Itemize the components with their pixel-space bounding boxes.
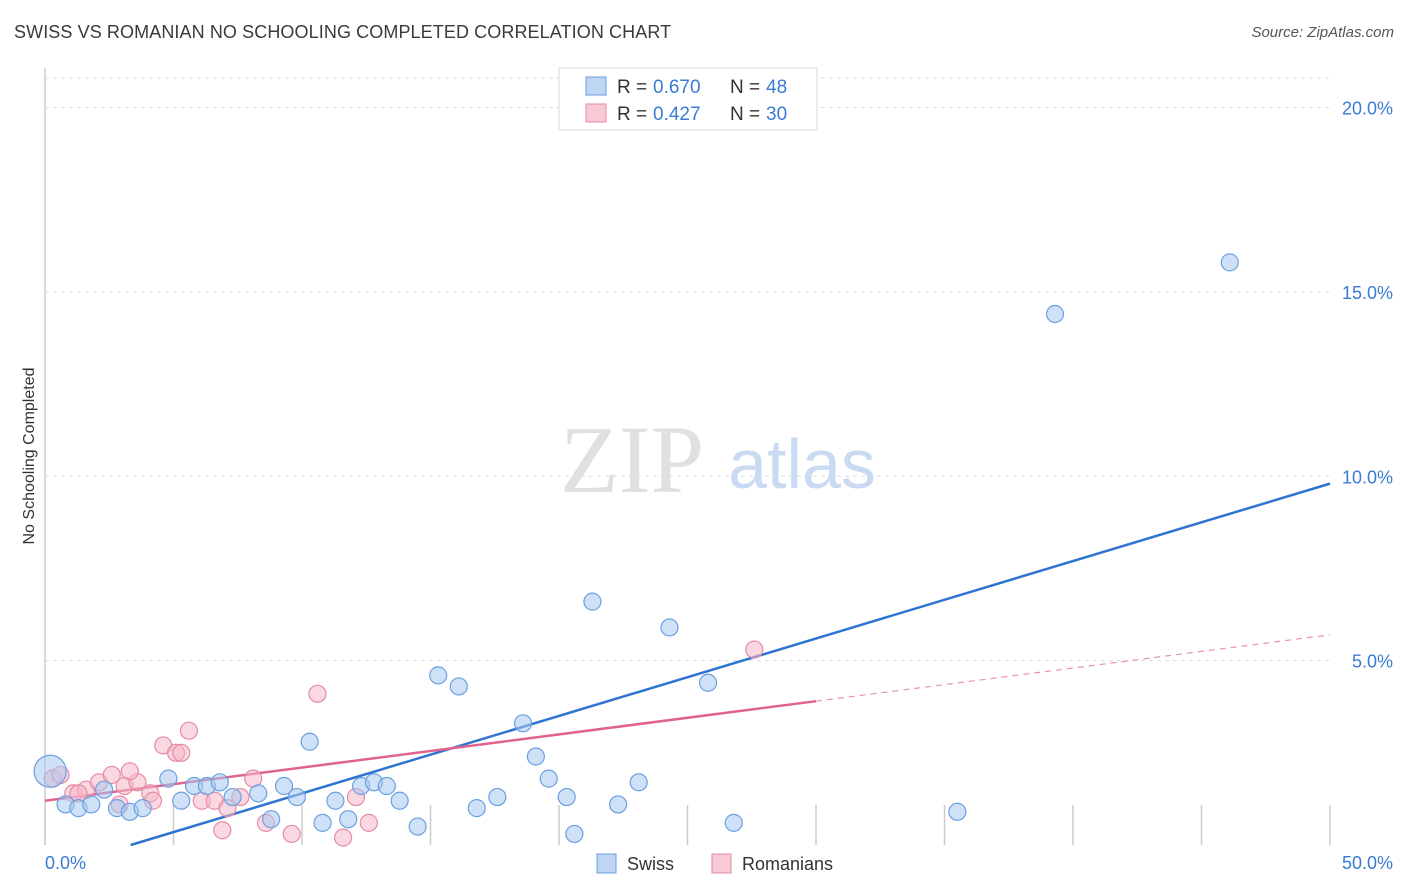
y-tick-label: 20.0%: [1342, 99, 1393, 119]
swiss-point: [1045, 304, 1065, 324]
swiss-point: [172, 791, 191, 810]
swiss-point: [33, 754, 67, 788]
y-tick-label: 5.0%: [1352, 652, 1393, 672]
swiss-point: [262, 810, 281, 829]
swiss-point: [408, 817, 427, 836]
romanians-point: [282, 824, 301, 844]
swiss-point: [488, 787, 507, 807]
romanians-point: [308, 684, 327, 703]
swiss-point: [326, 791, 345, 810]
swiss-trend-line: [130, 482, 1331, 847]
swiss-r-value: 0.670: [653, 77, 701, 98]
swiss-point: [249, 784, 268, 803]
swiss-point: [313, 813, 332, 832]
swiss-swatch: [585, 76, 607, 96]
romanians-point: [120, 762, 139, 781]
romanians-swatch: [585, 103, 607, 123]
source-note: Source: ZipAtlas.com: [1251, 24, 1394, 41]
romanians-n-label: N =: [730, 104, 760, 125]
swiss-point: [300, 732, 319, 751]
chart-title: SWISS VS ROMANIAN NO SCHOOLING COMPLETED…: [14, 22, 672, 42]
swiss-point: [724, 813, 743, 832]
swiss-point: [133, 799, 152, 818]
swiss-point: [287, 787, 306, 807]
data-points: [33, 253, 1239, 847]
swiss-n-value: 48: [766, 77, 787, 98]
romanians-point: [745, 640, 764, 659]
swiss-point: [377, 776, 396, 796]
swiss-point: [583, 592, 602, 611]
y-tick-label: 10.0%: [1342, 467, 1393, 487]
tick-labels: 5.0% 10.0% 15.0% 20.0% 0.0% 50.0%: [45, 99, 1393, 874]
watermark-zip: ZIP: [560, 406, 704, 513]
romanians-point: [334, 828, 353, 847]
swiss-point: [539, 769, 558, 788]
swiss-point: [390, 791, 409, 810]
swiss-point: [948, 802, 967, 821]
swiss-point: [82, 795, 101, 814]
swiss-point: [1220, 253, 1239, 272]
watermark-atlas: atlas: [728, 425, 876, 503]
swiss-point: [429, 666, 448, 685]
swiss-n-label: N =: [730, 77, 760, 98]
romanians-trend-extension: [815, 634, 1331, 702]
swiss-point: [95, 780, 114, 799]
swiss-point: [223, 787, 242, 807]
swiss-point: [339, 810, 358, 829]
romanians-point: [102, 765, 121, 785]
stats-legend: R = 0.670 N = 48 R = 0.427 N = 30: [558, 67, 818, 131]
romanians-point: [172, 743, 191, 762]
y-tick-label: 15.0%: [1342, 283, 1393, 303]
legend-swatch-romanians: [711, 853, 732, 874]
legend-swatch-swiss: [596, 853, 617, 874]
legend-label-romanians: Romanians: [742, 854, 833, 874]
romanians-point: [179, 721, 199, 740]
swiss-point: [274, 776, 294, 796]
romanians-point: [213, 821, 232, 840]
swiss-point: [629, 773, 648, 792]
y-axis-label: No Schooling Completed: [21, 368, 38, 545]
legend-label-swiss: Swiss: [627, 854, 674, 874]
swiss-point: [609, 795, 628, 814]
swiss-point: [513, 714, 533, 733]
grid-lines: [45, 77, 1330, 662]
swiss-point: [526, 747, 545, 766]
swiss-r-label: R =: [617, 77, 647, 98]
romanians-n-value: 30: [766, 104, 787, 125]
swiss-point: [565, 824, 584, 844]
watermark: ZIP atlas: [560, 406, 876, 513]
romanians-r-label: R =: [617, 104, 647, 125]
swiss-point: [449, 677, 468, 696]
swiss-point: [467, 799, 486, 818]
series-legend: Swiss Romanians: [596, 853, 833, 874]
swiss-point: [698, 673, 718, 692]
swiss-point: [660, 618, 679, 637]
axes: [44, 68, 1331, 845]
swiss-point: [210, 773, 229, 792]
x-tick-label: 50.0%: [1342, 853, 1393, 873]
swiss-point: [159, 769, 178, 788]
romanians-r-value: 0.427: [653, 104, 701, 125]
x-tick-label: 0.0%: [45, 853, 86, 873]
romanians-point: [359, 813, 378, 832]
swiss-point: [557, 787, 576, 807]
